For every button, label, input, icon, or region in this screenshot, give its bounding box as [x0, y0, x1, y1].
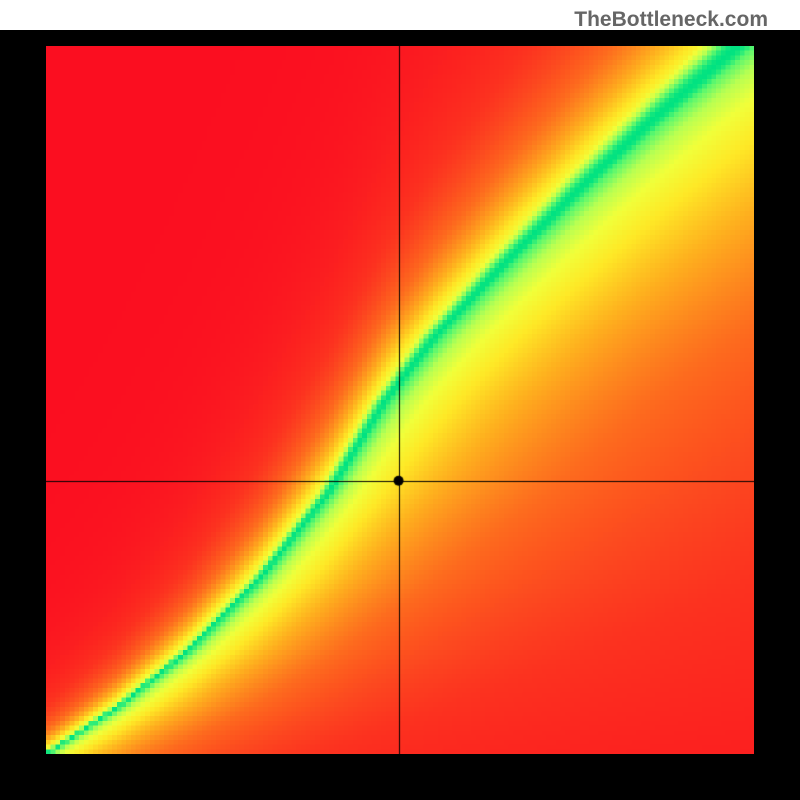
- crosshair-overlay: [46, 46, 754, 754]
- watermark-text: TheBottleneck.com: [574, 8, 768, 32]
